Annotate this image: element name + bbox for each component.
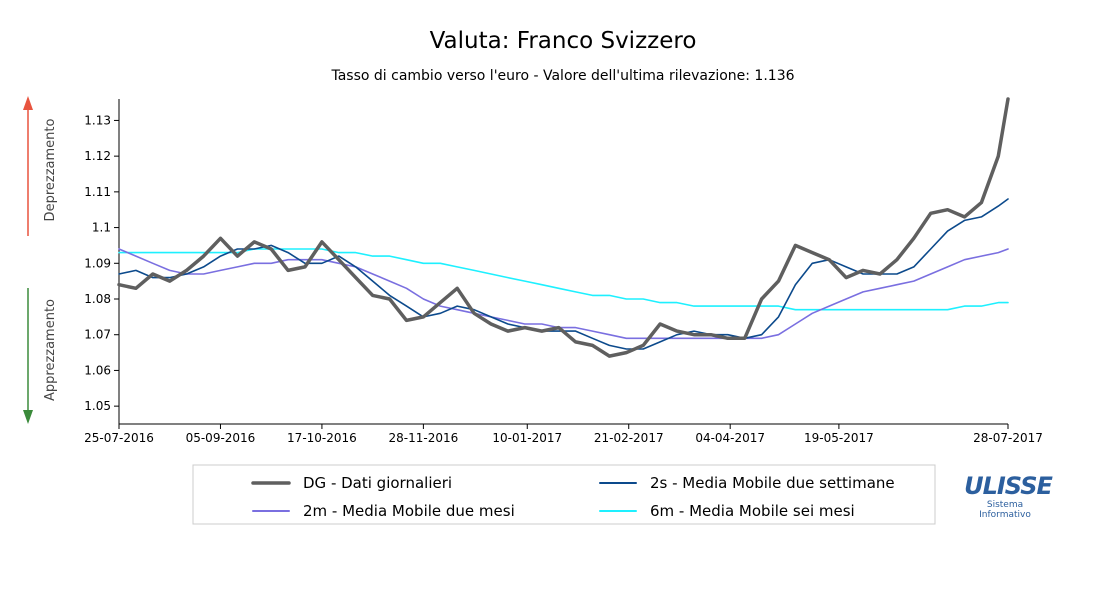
chart-title: Valuta: Franco Svizzero [430,28,697,54]
series-line-ma-2-months [118,248,1009,340]
logo-line-1: Sistema [987,500,1023,510]
series-lines [117,97,1010,358]
y-tick-label: 1.12 [84,149,111,163]
x-tick-label: 05-09-2016 [186,431,256,445]
x-tick-label: 19-05-2017 [804,431,874,445]
arrow-down-icon [23,410,33,424]
legend: DG - Dati giornalieri 2s - Media Mobile d… [192,464,936,525]
depreciation-label: Deprezzamento [43,119,58,222]
chart-subtitle: Tasso di cambio verso l'euro - Valore de… [330,68,794,84]
x-tick-label: 10-01-2017 [492,431,562,445]
x-tick-label: 04-04-2017 [695,431,765,445]
x-tick-label: 21-02-2017 [594,431,664,445]
x-tick-label: 17-10-2016 [287,431,357,445]
y-tick-label: 1.11 [84,185,111,199]
x-tick-label: 25-07-2016 [84,431,154,445]
logo-word: ULISSE [964,472,1053,500]
legend-label: DG - Dati giornalieri [303,474,452,492]
legend-label: 6m - Media Mobile sei mesi [650,502,855,520]
y-tick-label: 1.1 [92,221,111,235]
legend-label: 2s - Media Mobile due settimane [650,474,895,492]
y-tick-label: 1.13 [84,113,111,127]
ulisse-logo: ULISSE Sistema Informativo [964,472,1054,520]
side-labels: Deprezzamento Apprezzamento [23,96,58,424]
y-tick-label: 1.05 [84,399,111,413]
arrow-up-icon [23,96,33,110]
x-tick-label: 28-11-2016 [389,431,459,445]
legend-box [192,464,936,525]
y-tick-label: 1.09 [84,256,111,270]
logo-line-2: Informativo [979,510,1031,520]
y-tick-label: 1.06 [84,363,111,377]
y-tick-label: 1.08 [84,292,111,306]
series-line-ma-6-months [118,248,1009,311]
x-axis-ticks: 25-07-2016 05-09-2016 17-10-2016 28-11-2016… [84,424,1043,445]
legend-label: 2m - Media Mobile due mesi [303,502,515,520]
x-tick-label: 28-07-2017 [973,431,1043,445]
axes [118,99,1008,425]
appreciation-label: Apprezzamento [43,299,58,401]
series-line-daily [117,97,1010,358]
y-tick-label: 1.07 [84,328,111,342]
y-axis-ticks: 1.05 1.06 1.07 1.08 1.09 1.1 1.11 1.12 1.13 [84,113,119,413]
